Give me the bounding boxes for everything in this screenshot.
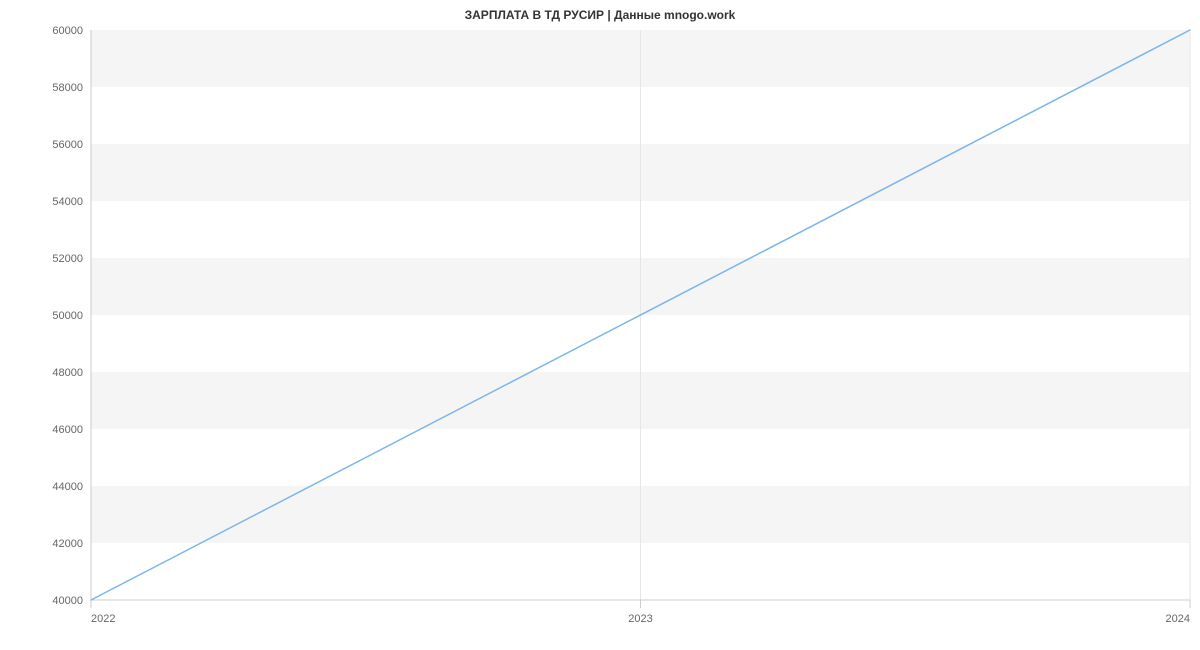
svg-text:54000: 54000 [52, 196, 83, 208]
chart-title: ЗАРПЛАТА В ТД РУСИР | Данные mnogo.work [0, 8, 1200, 22]
svg-text:50000: 50000 [52, 310, 83, 322]
svg-text:40000: 40000 [52, 595, 83, 607]
svg-text:46000: 46000 [52, 424, 83, 436]
svg-text:2024: 2024 [1166, 613, 1190, 625]
svg-text:52000: 52000 [52, 253, 83, 265]
svg-text:56000: 56000 [52, 139, 83, 151]
svg-text:44000: 44000 [52, 481, 83, 493]
svg-text:2023: 2023 [628, 613, 652, 625]
svg-text:42000: 42000 [52, 538, 83, 550]
svg-text:58000: 58000 [52, 82, 83, 94]
svg-text:60000: 60000 [52, 25, 83, 37]
svg-text:2022: 2022 [91, 613, 115, 625]
salary-line-chart: ЗАРПЛАТА В ТД РУСИР | Данные mnogo.work … [0, 0, 1200, 650]
svg-text:48000: 48000 [52, 367, 83, 379]
chart-svg: 40000 42000 44000 46000 48000 50000 52000 54000… [0, 0, 1200, 650]
